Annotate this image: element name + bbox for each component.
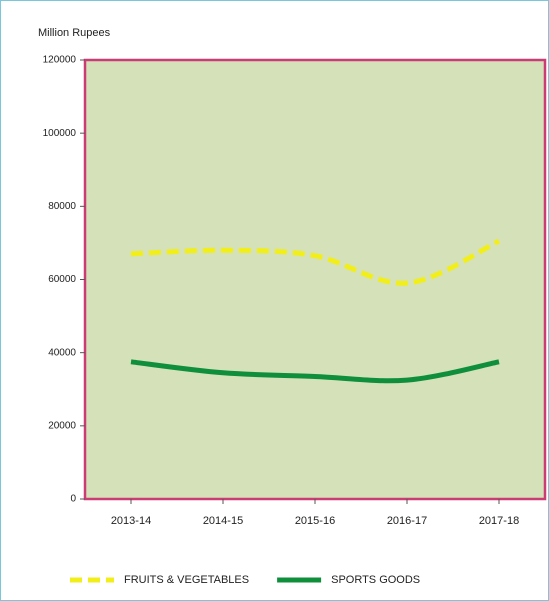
y-tick-label: 80000 xyxy=(48,201,76,212)
x-tick-label: 2017-18 xyxy=(479,515,519,527)
x-tick-label: 2013-14 xyxy=(111,515,151,527)
y-tick-label: 0 xyxy=(70,494,76,505)
y-tick-label: 20000 xyxy=(48,420,76,431)
legend-label: FRUITS & VEGETABLES xyxy=(124,574,249,586)
legend-label: SPORTS GOODS xyxy=(331,574,420,586)
y-tick-label: 120000 xyxy=(43,55,77,66)
x-tick-label: 2016-17 xyxy=(387,515,427,527)
plot-background xyxy=(83,58,547,501)
y-tick-label: 60000 xyxy=(48,274,76,285)
x-tick-label: 2014-15 xyxy=(203,515,243,527)
y-tick-label: 100000 xyxy=(43,128,77,139)
y-tick-label: 40000 xyxy=(48,347,76,358)
line-series xyxy=(130,359,500,384)
y-axis-label: Million Rupees xyxy=(38,27,111,39)
line-series xyxy=(130,238,501,286)
x-tick-label: 2015-16 xyxy=(295,515,335,527)
